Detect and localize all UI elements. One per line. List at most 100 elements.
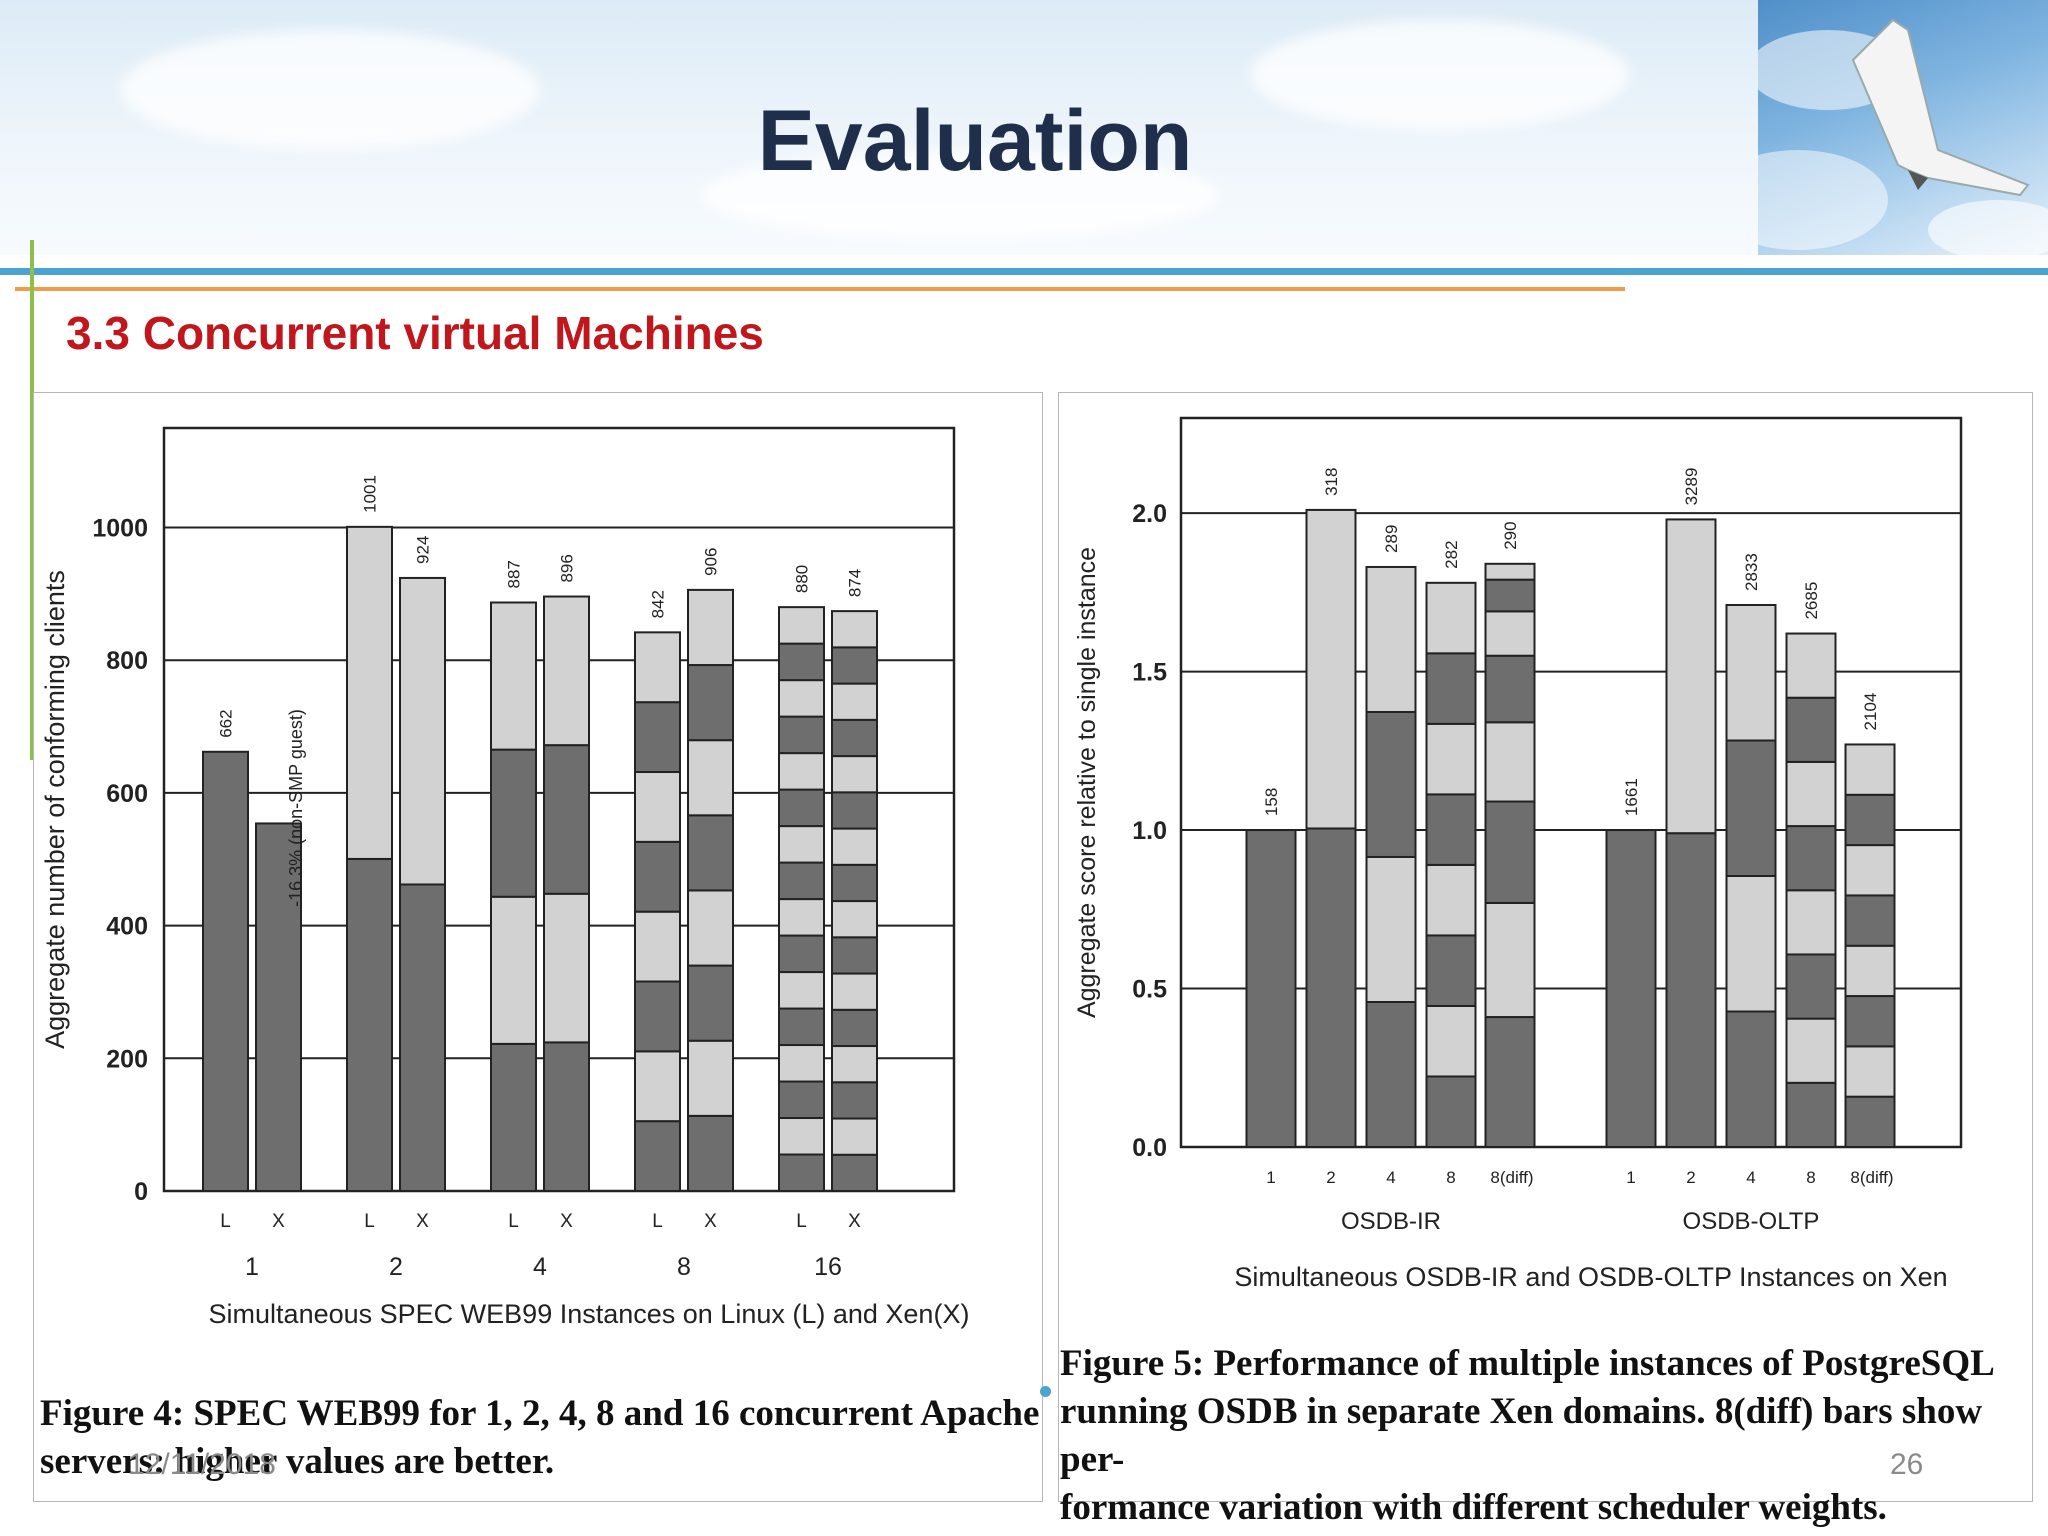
bar-segment xyxy=(1785,760,1837,828)
bar-segment xyxy=(1725,739,1777,878)
y-tick-label: 800 xyxy=(106,647,148,675)
bar-segment xyxy=(1425,1004,1477,1078)
bar-segment xyxy=(202,750,249,1192)
bar-segment xyxy=(778,1080,825,1120)
data-label: 880 xyxy=(793,565,812,593)
bar-segment xyxy=(1844,793,1896,847)
bullet-dot xyxy=(1040,1386,1051,1397)
bar-segment xyxy=(634,701,681,774)
bar-label: 8(diff) xyxy=(1490,1168,1533,1187)
bar-segment xyxy=(778,1153,825,1192)
bar-segment xyxy=(831,1153,878,1193)
data-label: 842 xyxy=(649,590,668,618)
data-label: 2685 xyxy=(1802,582,1821,620)
y-tick-label: 200 xyxy=(106,1045,148,1073)
bar-segment xyxy=(1665,518,1717,835)
bar-segment xyxy=(634,771,681,843)
bar-segment xyxy=(1785,1017,1837,1084)
data-label: 924 xyxy=(414,536,433,564)
data-label: 1661 xyxy=(1622,778,1641,816)
data-label: 2833 xyxy=(1742,553,1761,591)
bar-segment xyxy=(490,601,537,751)
data-label: 2104 xyxy=(1861,693,1880,731)
group-label: 1 xyxy=(245,1253,259,1281)
bar-segment xyxy=(1425,581,1477,655)
bar-segment xyxy=(687,1039,734,1117)
airplane-photo xyxy=(1758,0,2048,255)
bar-label: 2 xyxy=(1686,1168,1695,1187)
bar-segment xyxy=(831,900,878,939)
bar-label: L xyxy=(508,1211,519,1232)
x-axis-label: Simultaneous SPEC WEB99 Instances on Lin… xyxy=(209,1299,970,1329)
bar-segment xyxy=(778,679,825,718)
bar-segment xyxy=(831,1117,878,1156)
bar-label: 1 xyxy=(1626,1168,1635,1187)
bar-segment xyxy=(1365,1000,1417,1148)
bar-segment xyxy=(1725,875,1777,1013)
bar-segment xyxy=(831,863,878,903)
bar-label: X xyxy=(416,1211,429,1232)
y-tick-label: 1000 xyxy=(92,515,148,543)
bar-label: L xyxy=(796,1211,807,1232)
bar-segment xyxy=(1785,825,1837,892)
bar-segment xyxy=(634,980,681,1053)
figure-5-caption: Figure 5: Performance of multiple instan… xyxy=(1060,1340,2030,1532)
bar-label: 4 xyxy=(1386,1168,1395,1187)
bar-segment xyxy=(1245,829,1297,1148)
bar-segment xyxy=(1785,953,1837,1020)
bar-segment xyxy=(1785,632,1837,699)
bar-segment xyxy=(1425,1075,1477,1148)
bar-segment xyxy=(687,814,734,892)
bar-segment xyxy=(1725,604,1777,742)
bar-segment xyxy=(1425,793,1477,866)
section-subtitle: 3.3 Concurrent virtual Machines xyxy=(66,307,764,359)
bar-segment xyxy=(346,857,393,1192)
bar-segment xyxy=(831,646,878,685)
bar-segment xyxy=(1844,944,1896,998)
bar-segment xyxy=(778,898,825,937)
bar-segment xyxy=(831,682,878,721)
y-tick-label: 600 xyxy=(106,780,148,808)
y-tick-label: 1.5 xyxy=(1132,659,1167,687)
bar-segment xyxy=(543,1041,590,1192)
bar-segment xyxy=(1605,829,1657,1148)
figure-4-caption: Figure 4: SPEC WEB99 for 1, 2, 4, 8 and … xyxy=(40,1390,1040,1486)
bar-label: 8(diff) xyxy=(1850,1168,1893,1187)
bar-segment xyxy=(1785,696,1837,763)
data-label: 662 xyxy=(217,709,236,737)
data-label: 282 xyxy=(1442,540,1461,568)
bar-segment xyxy=(1484,610,1536,657)
chart-spec-web99: 0 200 400 600 800 1000 Aggregate number of con… xyxy=(40,426,970,1329)
data-label: 290 xyxy=(1501,521,1520,549)
slide-date: 12/11/2018 xyxy=(128,1448,276,1481)
y-tick-label: 2.0 xyxy=(1132,500,1167,528)
bar-segment xyxy=(831,1081,878,1120)
group-label: OSDB-IR xyxy=(1341,1208,1441,1235)
bar-label: L xyxy=(652,1211,663,1232)
bar-segment xyxy=(1844,1095,1896,1149)
bar-segment xyxy=(831,1045,878,1084)
bar-segment xyxy=(1484,721,1536,803)
bar-label: 8 xyxy=(1446,1168,1455,1187)
bar-segment xyxy=(1425,934,1477,1007)
bar-segment xyxy=(778,825,825,864)
slide-header xyxy=(0,0,2048,255)
bar-label: L xyxy=(364,1211,375,1232)
annotation-text: -16.3% (non-SMP guest) xyxy=(286,709,306,907)
bar-segment xyxy=(1305,508,1357,830)
data-label: 887 xyxy=(505,560,524,588)
figure-4-caption-line: Figure 4: SPEC WEB99 for 1, 2, 4, 8 and … xyxy=(40,1393,1040,1434)
bar-segment xyxy=(687,1114,734,1192)
bar-segment xyxy=(399,883,446,1192)
page-number: 26 xyxy=(1890,1448,1924,1481)
data-label: 318 xyxy=(1322,468,1341,496)
bar-segment xyxy=(634,910,681,983)
bar-segment xyxy=(1844,995,1896,1048)
bar-segment xyxy=(1305,827,1357,1148)
bar-segment xyxy=(543,744,590,895)
data-label: 896 xyxy=(558,554,577,582)
bar-label: 4 xyxy=(1746,1168,1755,1187)
bar-segment xyxy=(543,892,590,1044)
bar-label: 2 xyxy=(1326,1168,1335,1187)
bar-segment xyxy=(490,895,537,1045)
